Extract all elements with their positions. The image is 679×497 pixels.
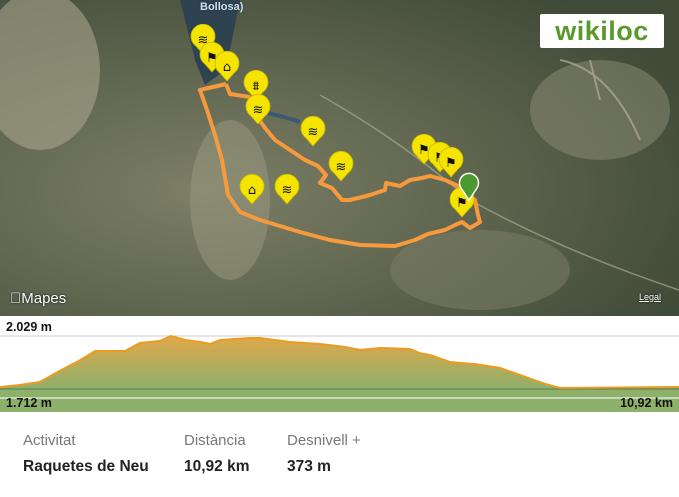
map-view[interactable]: ≋⚑⌂⩩≋≋≋⌂≋⚑⚑⚑⚑ Bollosa) wikiloc Mapes Le… xyxy=(0,0,679,316)
lake-icon: ≋ xyxy=(336,160,347,175)
track-stats: Activitat Raquetes de Neu Distància 10,9… xyxy=(0,412,679,497)
route-track[interactable] xyxy=(198,82,482,248)
apple-icon:  xyxy=(10,290,21,307)
stat-activity: Activitat Raquetes de Neu xyxy=(23,432,149,476)
flag-icon: ⚑ xyxy=(206,51,218,66)
max-elevation-label: 2.029 m xyxy=(6,320,52,334)
total-distance-label: 10,92 km xyxy=(620,396,673,410)
waypoint-shelter[interactable]: ⌂ xyxy=(214,50,240,82)
lake-icon: ≋ xyxy=(282,183,293,198)
flag-icon: ⚑ xyxy=(445,156,457,171)
elevation-line xyxy=(0,334,679,390)
waypoint-shelter[interactable]: ⌂ xyxy=(239,173,265,205)
waypoint-lake[interactable]: ≋ xyxy=(245,93,271,125)
start-location-pin-icon[interactable] xyxy=(458,172,480,202)
bridge-icon: ⩩ xyxy=(253,79,260,94)
elevation-area xyxy=(0,336,679,389)
stat-label: Desnivell + xyxy=(287,432,361,449)
lake-icon: ≋ xyxy=(253,103,264,118)
stat-value: 10,92 km xyxy=(184,458,250,475)
stat-label: Distància xyxy=(184,432,246,449)
shelter-icon: ⌂ xyxy=(248,183,256,198)
waypoint-flag[interactable]: ⚑ xyxy=(438,146,464,178)
stat-label: Activitat xyxy=(23,432,76,449)
base-band xyxy=(0,389,679,412)
lake-icon: ≋ xyxy=(308,125,319,140)
stat-value: 373 m xyxy=(287,458,331,475)
stat-elevation-gain: Desnivell + 373 m xyxy=(287,432,361,476)
flag-icon: ⚑ xyxy=(456,196,468,211)
waypoint-lake[interactable]: ≋ xyxy=(328,150,354,182)
shelter-icon: ⌂ xyxy=(223,60,231,75)
waypoint-bridge[interactable]: ⩩ xyxy=(243,69,269,101)
waypoint-lake[interactable]: ≋ xyxy=(300,115,326,147)
legal-link[interactable]: Legal xyxy=(639,292,662,302)
satellite-imagery: ≋⚑⌂⩩≋≋≋⌂≋⚑⚑⚑⚑ xyxy=(0,0,679,316)
min-elevation-label: 1.712 m xyxy=(6,396,52,410)
elevation-profile: 2.029 m 1.712 m 10,92 km xyxy=(0,316,679,412)
apple-maps-attribution: Mapes xyxy=(10,290,66,307)
flag-icon: ⚑ xyxy=(418,143,430,158)
wikiloc-logo[interactable]: wikiloc xyxy=(540,14,664,48)
map-place-label: Bollosa) xyxy=(200,1,244,13)
waypoint-lake[interactable]: ≋ xyxy=(274,173,300,205)
stat-distance: Distància 10,92 km xyxy=(184,432,250,476)
stat-value: Raquetes de Neu xyxy=(23,458,149,475)
lake-icon: ≋ xyxy=(198,33,209,48)
